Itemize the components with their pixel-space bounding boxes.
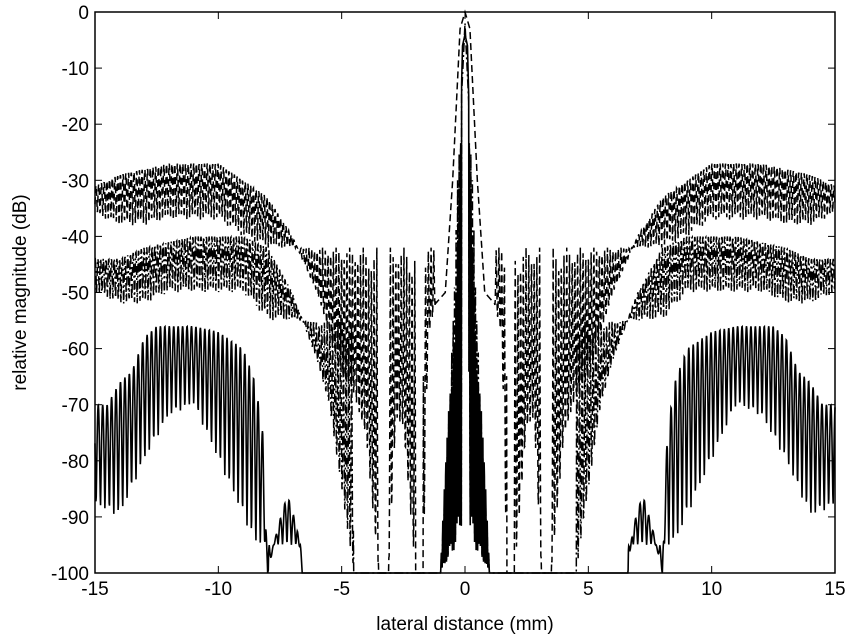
y-tick-label: -90	[62, 508, 89, 529]
y-tick-label: -10	[62, 59, 89, 80]
x-tick-label: -10	[205, 579, 232, 600]
y-tick-label: -100	[51, 564, 89, 585]
series-line-dash-dot	[94, 23, 836, 574]
y-tick-label: -50	[62, 284, 89, 305]
y-tick-label: -70	[62, 396, 89, 417]
y-tick-label: 0	[78, 3, 89, 24]
tick-layer: -15 -10 -5 0 5 10 150-10-20-30-40-50-60-70-80-…	[51, 3, 846, 600]
x-tick-label: -5	[333, 579, 350, 600]
x-tick-label: 0	[460, 579, 471, 600]
x-tick-label: -15	[81, 579, 108, 600]
y-tick-label: -30	[62, 171, 89, 192]
y-tick-label: -20	[62, 115, 89, 136]
x-tick-label: 5	[583, 579, 594, 600]
x-tick-label: 10	[701, 579, 722, 600]
y-tick-label: -60	[62, 340, 89, 361]
x-axis-label: lateral distance (mm)	[376, 614, 553, 635]
x-tick-label: 15	[824, 579, 845, 600]
y-axis-label: relative magnitude (dB)	[10, 194, 31, 390]
y-tick-label: -80	[62, 452, 89, 473]
series-line-solid	[94, 34, 836, 574]
y-tick-label: -40	[62, 227, 89, 248]
